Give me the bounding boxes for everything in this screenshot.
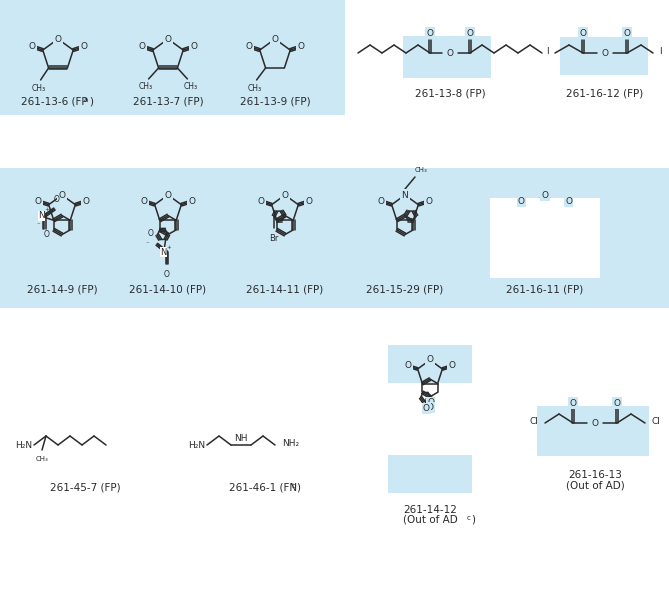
Text: CH₃: CH₃ xyxy=(138,83,153,91)
Text: I: I xyxy=(547,47,549,56)
Text: CH₃: CH₃ xyxy=(35,456,48,462)
Text: Cl: Cl xyxy=(529,417,538,426)
Text: ⁻: ⁻ xyxy=(146,241,150,247)
Text: 261-14-12: 261-14-12 xyxy=(403,505,457,515)
Text: O: O xyxy=(54,195,60,204)
Text: O: O xyxy=(246,42,253,51)
Text: 261-16-12 (FP): 261-16-12 (FP) xyxy=(567,88,644,98)
Text: O: O xyxy=(258,197,265,206)
Text: 261-46-1 (FN: 261-46-1 (FN xyxy=(229,483,297,493)
Text: O: O xyxy=(35,197,41,206)
Text: 261-13-6 (FP: 261-13-6 (FP xyxy=(21,97,88,107)
Text: 261-16-11 (FP): 261-16-11 (FP) xyxy=(506,285,583,295)
Text: O: O xyxy=(190,42,197,51)
Text: +: + xyxy=(167,245,171,250)
Text: O: O xyxy=(423,404,429,413)
Text: O: O xyxy=(165,35,171,44)
Text: ): ) xyxy=(471,515,475,525)
Text: NH₂: NH₂ xyxy=(282,440,300,448)
Bar xyxy=(403,36,491,78)
Text: CH₃: CH₃ xyxy=(415,167,427,173)
Text: O: O xyxy=(54,35,62,44)
Text: CH₃: CH₃ xyxy=(248,84,262,93)
Text: O: O xyxy=(80,42,87,51)
Text: O: O xyxy=(541,191,549,200)
Text: b: b xyxy=(291,483,296,489)
Text: O: O xyxy=(591,419,599,428)
Text: O: O xyxy=(29,42,36,51)
Text: a: a xyxy=(84,97,88,103)
Text: O: O xyxy=(427,403,434,412)
Text: O: O xyxy=(579,29,587,38)
Text: N: N xyxy=(38,212,45,221)
Text: O: O xyxy=(43,230,50,239)
Text: O: O xyxy=(427,355,434,365)
Text: N: N xyxy=(161,248,167,257)
Text: Br: Br xyxy=(269,234,278,243)
Text: ⁻: ⁻ xyxy=(37,222,40,228)
Text: O: O xyxy=(448,361,456,370)
Bar xyxy=(490,198,600,278)
Text: O: O xyxy=(188,197,195,206)
Text: O: O xyxy=(427,29,434,38)
Text: (Out of AD: (Out of AD xyxy=(403,515,458,525)
Text: O: O xyxy=(518,197,524,206)
Text: H₂N: H₂N xyxy=(15,441,32,450)
Text: O: O xyxy=(613,398,621,407)
Text: O: O xyxy=(139,42,146,51)
Text: O: O xyxy=(601,48,609,57)
Bar xyxy=(0,0,345,115)
Text: ): ) xyxy=(89,97,93,107)
Bar xyxy=(388,455,472,493)
Text: O: O xyxy=(466,29,474,38)
Text: O: O xyxy=(165,191,171,200)
Text: O: O xyxy=(405,361,411,370)
Text: O: O xyxy=(282,191,288,200)
Text: O: O xyxy=(305,197,312,206)
Text: 261-14-10 (FP): 261-14-10 (FP) xyxy=(129,285,207,295)
Text: O: O xyxy=(446,48,454,57)
Text: 261-45-7 (FP): 261-45-7 (FP) xyxy=(50,483,120,493)
Text: CH₃: CH₃ xyxy=(31,84,45,93)
Text: Cl: Cl xyxy=(652,417,661,426)
Text: 261-13-9 (FP): 261-13-9 (FP) xyxy=(240,97,310,107)
Text: O: O xyxy=(427,398,434,407)
Text: CH₃: CH₃ xyxy=(183,83,197,91)
Text: O: O xyxy=(148,229,154,238)
Bar xyxy=(537,406,649,456)
Text: (Out of AD): (Out of AD) xyxy=(565,480,624,490)
Text: 261-15-29 (FP): 261-15-29 (FP) xyxy=(367,285,444,295)
Text: O: O xyxy=(541,191,549,200)
Text: 261-16-13: 261-16-13 xyxy=(568,470,622,480)
Text: 261-14-9 (FP): 261-14-9 (FP) xyxy=(27,285,97,295)
Text: 261-13-8 (FP): 261-13-8 (FP) xyxy=(415,88,485,98)
Text: O: O xyxy=(565,197,572,206)
Text: O: O xyxy=(82,197,89,206)
Text: H₂N: H₂N xyxy=(188,441,205,450)
Text: +: + xyxy=(44,208,49,212)
Text: O: O xyxy=(164,270,170,279)
Text: 261-14-11 (FP): 261-14-11 (FP) xyxy=(246,285,324,295)
Text: c: c xyxy=(467,515,471,521)
Text: O: O xyxy=(518,197,524,206)
Text: O: O xyxy=(565,197,572,206)
Text: O: O xyxy=(378,197,385,206)
Bar xyxy=(0,168,669,308)
Text: NH: NH xyxy=(234,434,248,443)
Text: N: N xyxy=(401,191,408,200)
Bar xyxy=(560,37,648,75)
Text: 261-13-7 (FP): 261-13-7 (FP) xyxy=(132,97,203,107)
Text: O: O xyxy=(401,191,409,200)
Text: O: O xyxy=(58,191,66,200)
Text: O: O xyxy=(140,197,148,206)
Text: O: O xyxy=(272,35,278,44)
Text: ): ) xyxy=(296,483,300,493)
Text: O: O xyxy=(297,42,304,51)
Text: O: O xyxy=(624,29,630,38)
Text: O: O xyxy=(569,398,577,407)
Text: O: O xyxy=(425,197,432,206)
Bar xyxy=(388,345,472,383)
Text: I: I xyxy=(659,47,662,56)
